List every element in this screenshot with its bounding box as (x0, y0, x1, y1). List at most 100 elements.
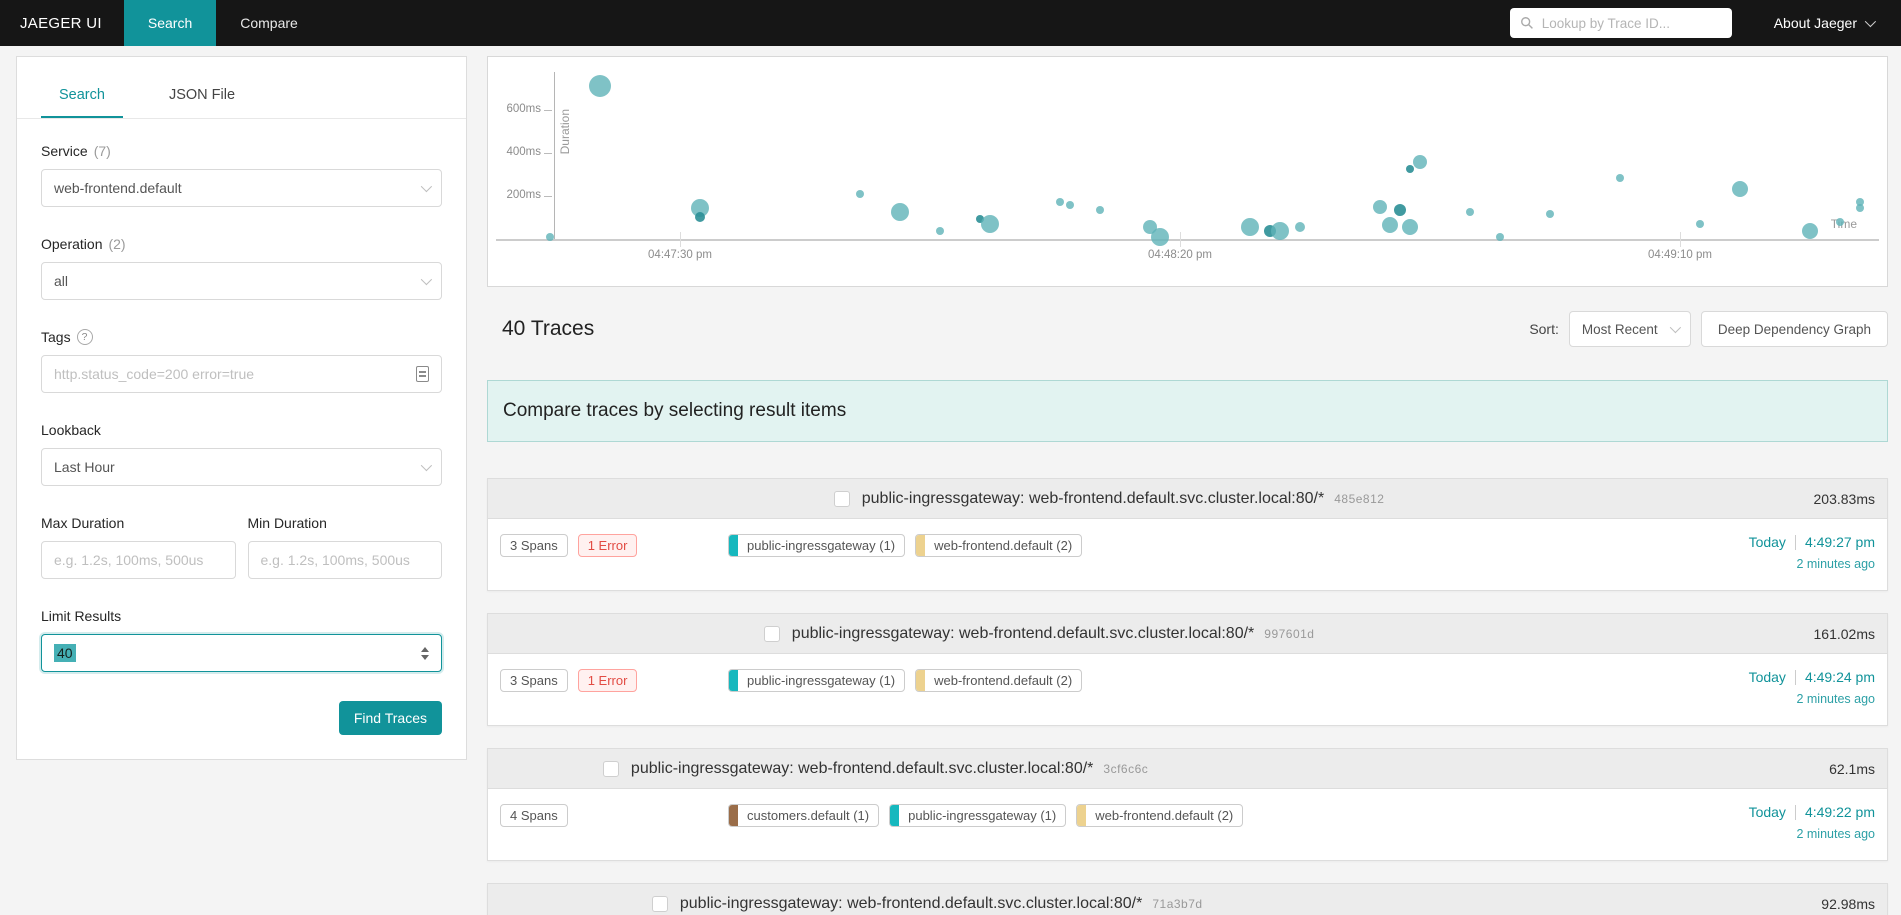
trace-scatter-point[interactable] (1546, 210, 1554, 219)
nav-tab-search[interactable]: Search (123, 0, 217, 46)
trace-scatter-point[interactable] (1096, 205, 1104, 214)
min-duration-field (247, 541, 442, 579)
trace-scatter-point[interactable] (1413, 155, 1427, 170)
trace-scatter-point[interactable] (1373, 199, 1387, 214)
trace-scatter-point[interactable] (1496, 233, 1504, 242)
trace-title[interactable]: public-ingressgateway: web-frontend.defa… (861, 489, 1325, 507)
trace-scatter-point[interactable] (981, 214, 999, 233)
trace-date[interactable]: Today (1748, 534, 1786, 550)
limit-results-input[interactable]: 40 (41, 634, 442, 672)
trace-date[interactable]: Today (1748, 669, 1786, 685)
trace-scatter-point[interactable] (856, 190, 864, 199)
trace-header[interactable]: public-ingressgateway: web-frontend.defa… (488, 479, 1887, 519)
limit-results-value: 40 (54, 644, 76, 662)
service-tags: public-ingressgateway (1) web-frontend.d… (728, 534, 1665, 574)
y-tick-mark (544, 153, 552, 154)
trace-header[interactable]: public-ingressgateway: web-frontend.defa… (488, 749, 1887, 789)
sort-select[interactable]: Most Recent (1568, 311, 1691, 347)
operation-select-value: all (54, 273, 69, 289)
trace-scatter-point[interactable] (936, 227, 944, 236)
trace-scatter-point[interactable] (1836, 218, 1844, 226)
operation-select[interactable]: all (41, 262, 442, 300)
trace-details: 3 Spans 1 Error public-ingressgateway (1… (488, 654, 1887, 725)
trace-title[interactable]: public-ingressgateway: web-frontend.defa… (679, 894, 1143, 912)
search-sidebar: Search JSON File Service (7) web-fronten… (16, 56, 467, 760)
nav-tab-compare[interactable]: Compare (240, 15, 298, 31)
trace-result-card[interactable]: public-ingressgateway: web-frontend.defa… (487, 613, 1888, 726)
trace-scatter-point[interactable] (1066, 201, 1074, 210)
lookback-select[interactable]: Last Hour (41, 448, 442, 486)
trace-scatter-point[interactable] (1856, 204, 1864, 213)
tab-search[interactable]: Search (41, 71, 123, 118)
trace-id: 3cf6c6c (1103, 761, 1149, 776)
trace-lookup-input[interactable] (1541, 15, 1722, 31)
service-select[interactable]: web-frontend.default (41, 169, 442, 207)
operation-count: (2) (108, 236, 126, 252)
trace-time: 4:49:24 pm (1804, 669, 1875, 685)
trace-scatter-point[interactable] (1241, 217, 1259, 236)
trace-select-checkbox[interactable] (602, 760, 619, 777)
trace-result-card[interactable]: public-ingressgateway: web-frontend.defa… (487, 883, 1888, 915)
trace-scatter-point[interactable] (1295, 221, 1305, 232)
number-stepper-icon[interactable] (421, 646, 429, 660)
max-duration-input[interactable] (54, 552, 223, 568)
trace-scatter-point[interactable] (1802, 223, 1818, 240)
trace-scatter-point[interactable] (695, 212, 705, 223)
trace-scatter-point[interactable] (1056, 198, 1064, 207)
min-duration-input[interactable] (260, 552, 429, 568)
trace-scatter-point[interactable] (1402, 218, 1418, 235)
service-tag-label: web-frontend.default (2) (934, 538, 1073, 553)
trace-scatter-point[interactable] (589, 75, 611, 98)
trace-scatter-point[interactable] (1696, 219, 1704, 228)
trace-scatter-point[interactable] (1406, 164, 1414, 173)
trace-scatter-point[interactable] (976, 215, 984, 223)
trace-result-card[interactable]: public-ingressgateway: web-frontend.defa… (487, 478, 1888, 591)
find-traces-button[interactable]: Find Traces (338, 701, 442, 735)
trace-select-checkbox[interactable] (651, 895, 668, 912)
y-tick-label: 400ms (506, 146, 541, 158)
service-tag-label: public-ingressgateway (1) (908, 808, 1057, 823)
trace-lookup-box[interactable] (1509, 8, 1732, 38)
trace-select-checkbox[interactable] (763, 625, 780, 642)
trace-scatter-point[interactable] (891, 202, 909, 221)
service-color-swatch (729, 805, 738, 826)
operation-label: Operation (2) (41, 236, 126, 252)
trace-scatter-point[interactable] (1394, 203, 1406, 216)
trace-title[interactable]: public-ingressgateway: web-frontend.defa… (630, 759, 1094, 777)
trace-select-checkbox[interactable] (833, 490, 850, 507)
y-tick-mark (544, 110, 552, 111)
jaeger-logo[interactable]: JAEGER UI (20, 14, 102, 32)
trace-header[interactable]: public-ingressgateway: web-frontend.defa… (488, 614, 1887, 654)
help-icon[interactable]: ? (76, 329, 93, 345)
trace-scatter-point[interactable] (1856, 198, 1864, 207)
trace-id: 485e812 (1334, 491, 1385, 506)
trace-result-card[interactable]: public-ingressgateway: web-frontend.defa… (487, 748, 1888, 861)
error-count-chip: 1 Error (577, 669, 638, 692)
top-navbar: JAEGER UI Search Compare About Jaeger (0, 0, 1901, 46)
about-jaeger-menu[interactable]: About Jaeger (1774, 15, 1877, 31)
trace-scatter-point[interactable] (1616, 173, 1624, 182)
service-color-swatch (1077, 805, 1087, 826)
search-icon (1520, 17, 1533, 29)
trace-header[interactable]: public-ingressgateway: web-frontend.defa… (488, 884, 1887, 915)
trace-scatter-point[interactable] (1466, 207, 1474, 216)
trace-title[interactable]: public-ingressgateway: web-frontend.defa… (791, 624, 1255, 642)
tags-input[interactable] (54, 366, 416, 382)
trace-scatter-point[interactable] (1271, 222, 1289, 241)
deep-dependency-graph-button[interactable]: Deep Dependency Graph (1700, 311, 1888, 347)
trace-scatter-point[interactable] (1732, 180, 1748, 197)
trace-relative-time: 2 minutes ago (1796, 827, 1875, 841)
trace-duration: 161.02ms (1813, 625, 1875, 642)
x-axis-title: Time (1830, 217, 1857, 231)
trace-scatter-point[interactable] (1151, 228, 1169, 247)
trace-details: 4 Spans customers.default (1) public-ing… (488, 789, 1887, 860)
trace-scatter-point[interactable] (546, 232, 554, 241)
trace-date[interactable]: Today (1748, 804, 1786, 820)
service-tag: public-ingressgateway (1) (728, 669, 906, 692)
date-time-divider (1794, 534, 1796, 550)
chevron-down-icon (1864, 15, 1877, 28)
service-label: Service (7) (41, 143, 111, 159)
logfmt-toggle-icon[interactable] (416, 366, 429, 382)
tab-json-file[interactable]: JSON File (168, 87, 236, 103)
trace-scatter-point[interactable] (1382, 217, 1398, 234)
